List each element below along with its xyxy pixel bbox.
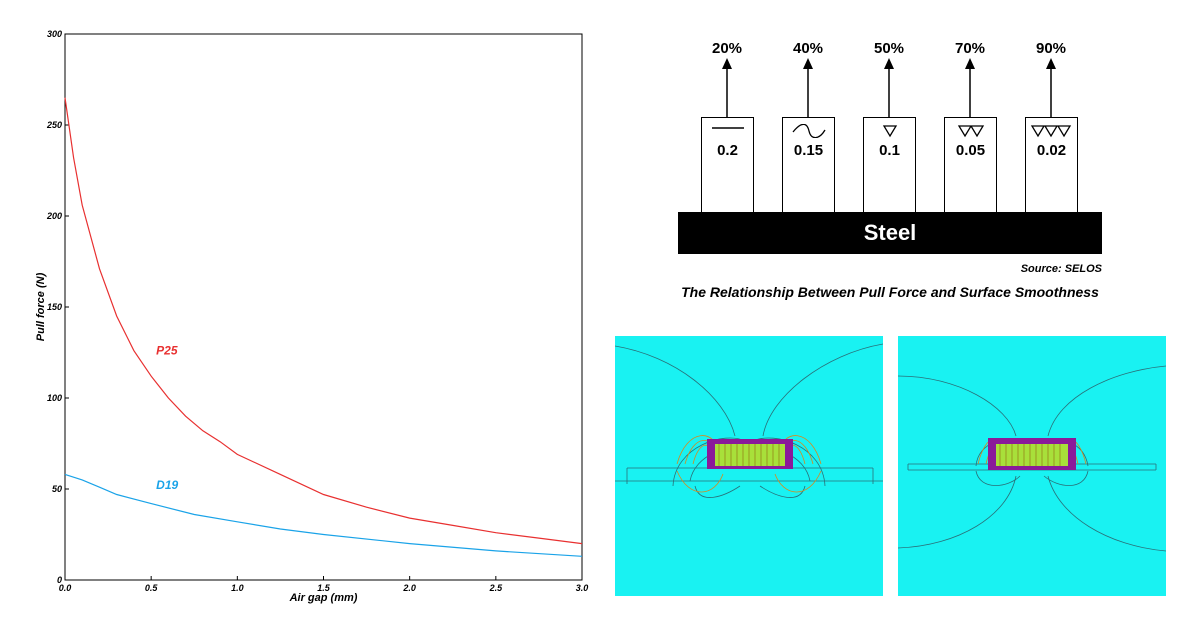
y-tick-label: 200: [46, 211, 62, 221]
pull-percent-label: 50%: [873, 40, 905, 57]
three-triangles-icon: [1026, 124, 1077, 142]
wave-icon: [783, 123, 834, 142]
two-triangles-icon: [945, 124, 996, 142]
y-tick-label: 0: [57, 575, 62, 585]
pull-percent-label: 90%: [1035, 40, 1067, 57]
fem-simulation-with-gap: [615, 336, 883, 596]
pull-force-chart: 0.0 0.5 1.0 1.5 2.0 2.5 3.0 0 50 100 150 200 250 300 A…: [35, 29, 589, 604]
y-tick-label: 250: [46, 120, 62, 130]
finish-block: 0.1: [863, 117, 916, 213]
series-line-p25: [64, 97, 583, 545]
finish-block: 0.05: [944, 117, 997, 213]
series-line-d19: [64, 473, 583, 557]
roughness-value: 0.02: [1036, 142, 1067, 159]
y-tick-label: 50: [52, 484, 62, 494]
x-tick-label: 1.0: [231, 583, 244, 593]
finish-block: 0.2: [701, 117, 754, 213]
finish-block: 0.15: [782, 117, 835, 213]
roughness-value: 0.2: [717, 142, 738, 159]
up-arrow-icon: [1045, 57, 1057, 117]
up-arrow-icon: [883, 57, 895, 117]
up-arrow-icon: [721, 57, 733, 117]
y-tick-label: 300: [47, 29, 62, 39]
x-tick-label: 0.5: [145, 583, 159, 593]
y-tick-label: 100: [47, 393, 62, 403]
finish-block: 0.02: [1025, 117, 1078, 213]
up-arrow-icon: [802, 57, 814, 117]
fem-simulation-without-gap: [898, 336, 1166, 596]
pull-percent-label: 70%: [954, 40, 986, 57]
roughness-value: 0.15: [793, 142, 824, 159]
surface-smoothness-diagram: 20% 0.2 40% 0.15 50% 0.1 70% 0.05 90% 0.02 Steel …: [620, 30, 1160, 310]
x-tick-label: 0.0: [59, 583, 72, 593]
steel-plate: Steel: [678, 212, 1102, 254]
y-axis-title: Pull force (N): [35, 272, 47, 341]
roughness-value: 0.1: [879, 142, 900, 159]
series-label-d19: D19: [156, 478, 178, 492]
roughness-value: 0.05: [955, 142, 986, 159]
x-tick-label: 2.5: [489, 583, 504, 593]
pull-percent-label: 20%: [711, 40, 743, 57]
x-tick-label: 1.5: [317, 583, 331, 593]
plot-frame: [64, 33, 583, 581]
series-label-p25: P25: [156, 343, 178, 357]
x-tick-label: 3.0: [576, 583, 589, 593]
x-axis-title: Air gap (mm): [289, 592, 358, 604]
up-arrow-icon: [964, 57, 976, 117]
line-icon: [702, 124, 753, 142]
y-tick-label: 150: [47, 302, 62, 312]
x-tick-label: 2.0: [402, 583, 416, 593]
diagram-caption: The Relationship Between Pull Force and …: [681, 284, 1099, 300]
source-note: Source: SELOS: [1020, 263, 1102, 275]
pull-percent-label: 40%: [792, 40, 824, 57]
one-triangle-icon: [864, 124, 915, 142]
